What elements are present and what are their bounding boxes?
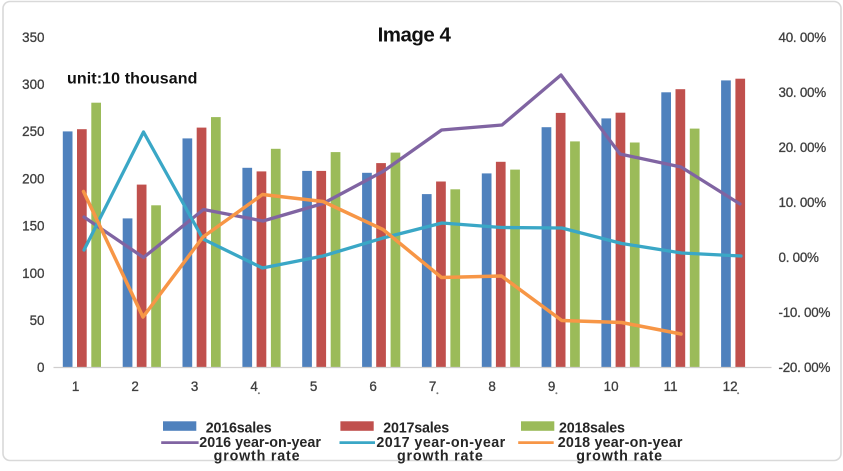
svg-text:100: 100 bbox=[22, 266, 44, 281]
svg-text:40. 00%: 40. 00% bbox=[779, 30, 827, 45]
svg-text:10: 10 bbox=[604, 379, 619, 394]
svg-text:11: 11 bbox=[664, 379, 678, 394]
svg-text:9: 9 bbox=[548, 379, 555, 394]
svg-text:20. 00%: 20. 00% bbox=[779, 140, 827, 155]
svg-text:2018sales: 2018sales bbox=[559, 421, 625, 437]
svg-text:1: 1 bbox=[72, 379, 79, 394]
svg-text:2016sales: 2016sales bbox=[206, 421, 272, 437]
svg-text:Image 4: Image 4 bbox=[378, 23, 452, 46]
svg-text:-20. 00%: -20. 00% bbox=[779, 360, 831, 375]
svg-text:12: 12 bbox=[723, 379, 738, 394]
svg-text:2017 year-on-year: 2017 year-on-year bbox=[376, 435, 505, 451]
svg-text:2: 2 bbox=[131, 379, 138, 394]
svg-text:5: 5 bbox=[310, 379, 317, 394]
svg-text:0. 00%: 0. 00% bbox=[779, 250, 820, 265]
svg-text:7: 7 bbox=[429, 379, 436, 394]
svg-text:0: 0 bbox=[37, 360, 44, 375]
svg-text:250: 250 bbox=[22, 124, 44, 139]
svg-text:4: 4 bbox=[250, 379, 258, 394]
svg-text:150: 150 bbox=[22, 219, 44, 234]
svg-text:30. 00%: 30. 00% bbox=[779, 85, 827, 100]
svg-text:-10. 00%: -10. 00% bbox=[779, 305, 831, 320]
svg-text:growth rate: growth rate bbox=[214, 449, 301, 465]
svg-text:200: 200 bbox=[22, 171, 44, 186]
svg-text:350: 350 bbox=[22, 30, 44, 45]
svg-text:2018 year-on-year: 2018 year-on-year bbox=[558, 435, 683, 451]
svg-text:growth rate: growth rate bbox=[576, 449, 663, 465]
svg-text:10. 00%: 10. 00% bbox=[779, 195, 827, 210]
svg-text:growth rate: growth rate bbox=[397, 449, 484, 465]
svg-text:8: 8 bbox=[488, 379, 495, 394]
svg-text:unit:10 thousand: unit:10 thousand bbox=[67, 71, 197, 88]
svg-text:2017sales: 2017sales bbox=[383, 421, 449, 437]
svg-text:300: 300 bbox=[22, 77, 44, 92]
svg-text:6: 6 bbox=[369, 379, 376, 394]
svg-text:3: 3 bbox=[191, 379, 198, 394]
svg-text:2016 year-on-year: 2016 year-on-year bbox=[199, 435, 321, 451]
svg-text:50: 50 bbox=[30, 313, 45, 328]
